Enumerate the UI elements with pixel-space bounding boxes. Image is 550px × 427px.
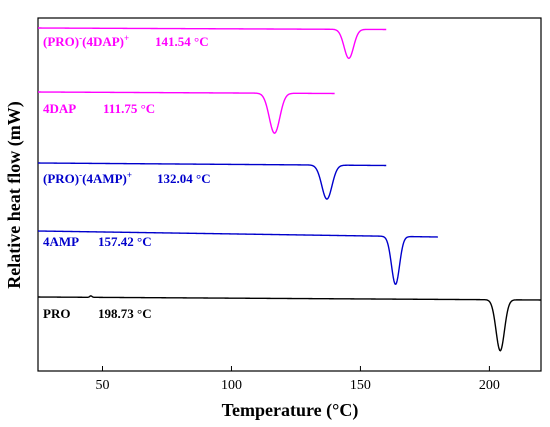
x-tick-label: 100 <box>221 378 242 393</box>
x-tick-label: 50 <box>95 378 109 393</box>
x-axis-title: Temperature (°C) <box>222 400 359 421</box>
x-tick-label: 150 <box>350 378 371 393</box>
x-tick-label: 200 <box>479 378 500 393</box>
curve-value-pro: 198.73 °C <box>98 306 152 321</box>
dsc-curve-pro <box>38 295 541 352</box>
curve-value-dap: 111.75 °C <box>103 101 155 116</box>
dsc-curve-amp <box>37 230 438 286</box>
x-axis-ticks: 50 100 150 200 <box>95 366 500 393</box>
curve-value-pro_4amp: 132.04 °C <box>157 171 211 186</box>
curve-layer <box>37 27 541 352</box>
curve-name-pro: PRO <box>43 306 70 321</box>
curve-value-pro_4dap: 141.54 °C <box>155 34 209 49</box>
curve-name-amp: 4AMP <box>43 234 79 249</box>
curve-name-dap: 4DAP <box>43 101 76 116</box>
curve-name-pro_4dap: (PRO)-(4DAP)+ <box>43 33 129 49</box>
dsc-curve-dap <box>38 91 335 134</box>
plot-frame <box>37 17 542 372</box>
dsc-curve-pro_4amp <box>38 162 387 200</box>
dsc-curve-pro_4dap <box>38 27 387 60</box>
curve-name-pro_4amp: (PRO)-(4AMP)+ <box>43 170 132 186</box>
curve-value-amp: 157.42 °C <box>98 234 152 249</box>
y-axis-title: Relative heat flow (mW) <box>4 101 25 288</box>
curve-labels: (PRO)-(4DAP)+ 141.54 °C 4DAP 111.75 °C (PRO)… <box>43 33 211 321</box>
